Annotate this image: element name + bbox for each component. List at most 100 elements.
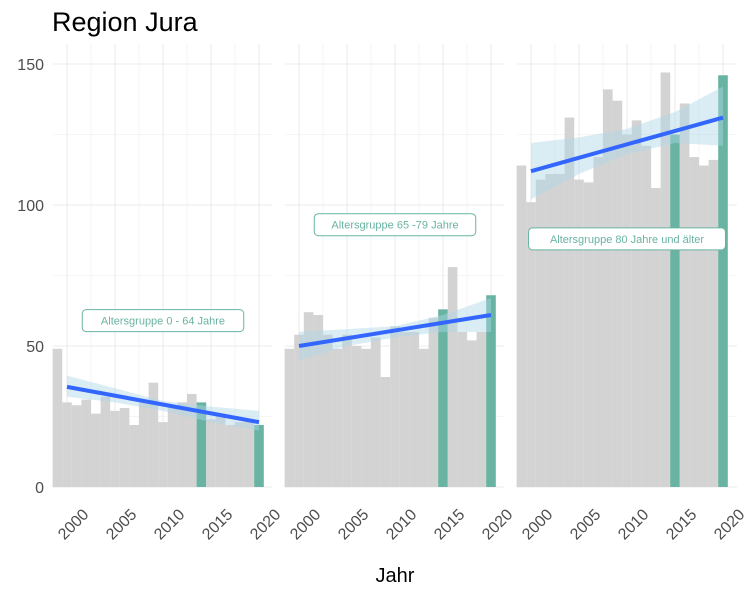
highlight-bar — [670, 134, 680, 487]
bar — [244, 419, 255, 487]
bar — [294, 334, 304, 487]
bar — [526, 202, 536, 487]
annotation-label: Altersgruppe 0 - 64 Jahre — [101, 316, 225, 328]
bar — [574, 179, 584, 487]
bar — [100, 396, 111, 487]
facet-panel: Altersgruppe 65 -79 Jahre 2000 2005 2010 201… — [284, 44, 516, 543]
bar — [419, 348, 429, 487]
chart-title: Region Jura — [52, 7, 199, 37]
bar — [225, 424, 235, 487]
bar — [603, 89, 613, 487]
annotation-box — [313, 213, 477, 237]
bar — [235, 422, 245, 487]
bar — [622, 134, 632, 487]
bar — [167, 405, 178, 487]
x-tick-label: 2010 — [615, 506, 652, 543]
y-tick-label: 50 — [26, 339, 44, 356]
highlight-bar — [438, 309, 448, 487]
bar — [583, 182, 594, 487]
bar — [447, 267, 458, 487]
bar — [148, 382, 159, 487]
bar — [516, 165, 527, 487]
y-tick-label: 0 — [35, 480, 44, 497]
bar — [215, 416, 226, 487]
bar — [689, 157, 699, 487]
bar — [641, 145, 651, 487]
bar — [139, 402, 149, 487]
annotation-label: Altersgruppe 65 -79 Jahre — [331, 220, 458, 232]
x-tick-label: 2015 — [431, 506, 468, 543]
trend-line — [298, 313, 492, 348]
x-tick-label: 2020 — [711, 506, 748, 543]
bar — [467, 340, 477, 487]
highlight-bar — [196, 402, 207, 487]
x-tick-label: 2015 — [663, 506, 700, 543]
bar — [428, 317, 439, 487]
bar — [651, 188, 661, 487]
bar — [303, 312, 314, 487]
annotation-box — [528, 227, 726, 251]
bar — [390, 326, 400, 487]
bar — [342, 334, 352, 487]
bar — [679, 103, 690, 487]
facet-panel: Altersgruppe 0 - 64 Jahre 2000 2005 2010 201… — [52, 44, 284, 543]
x-tick-label: 2010 — [383, 506, 420, 543]
bar — [187, 393, 197, 487]
bar — [129, 424, 139, 487]
facet-panel: Altersgruppe 80 Jahre und älter 2000 2005 2… — [516, 44, 748, 543]
bar — [119, 408, 130, 487]
bar — [158, 422, 168, 487]
y-tick-label: 150 — [17, 57, 44, 74]
bar — [708, 159, 719, 487]
bar — [110, 410, 120, 487]
x-tick-label: 2000 — [55, 506, 92, 543]
bar — [545, 173, 555, 488]
bar — [699, 165, 709, 487]
bar — [71, 405, 82, 487]
bar — [631, 120, 642, 488]
x-tick-label: 2005 — [567, 506, 604, 543]
bar — [206, 419, 216, 487]
x-tick-label: 2000 — [519, 506, 556, 543]
highlight-bar — [486, 295, 496, 487]
bar — [612, 100, 623, 487]
bar — [593, 157, 603, 487]
bar — [535, 179, 546, 487]
x-tick-label: 2020 — [479, 506, 516, 543]
bar — [313, 314, 323, 487]
bar — [91, 413, 101, 487]
bar — [177, 402, 187, 487]
bar — [380, 377, 391, 487]
bar — [476, 331, 487, 487]
bar — [62, 402, 72, 487]
x-tick-label: 2000 — [287, 506, 324, 543]
bar — [323, 334, 333, 487]
bar — [351, 346, 362, 487]
highlight-bar — [254, 424, 264, 487]
x-tick-label: 2020 — [247, 506, 284, 543]
annotation-label: Altersgruppe 80 Jahre und älter — [550, 234, 704, 246]
bar — [361, 348, 371, 487]
trend-line — [530, 115, 724, 174]
y-tick-label: 100 — [17, 198, 44, 215]
bar — [555, 173, 565, 488]
bar — [399, 331, 410, 487]
bar — [564, 117, 575, 487]
x-tick-label: 2005 — [103, 506, 140, 543]
highlight-bar — [718, 75, 728, 487]
x-tick-label: 2015 — [199, 506, 236, 543]
bar — [284, 348, 295, 487]
x-tick-label: 2010 — [151, 506, 188, 543]
bar — [457, 331, 467, 487]
annotation-box — [81, 309, 245, 333]
bar — [409, 331, 419, 487]
x-axis-label: Jahr — [376, 565, 415, 587]
bar — [660, 72, 671, 488]
chart-panels: Altersgruppe 0 - 64 Jahre 2000 2005 2010 201… — [52, 44, 748, 543]
bar — [332, 348, 343, 487]
bar — [371, 337, 381, 487]
trend-line — [66, 384, 260, 425]
x-tick-label: 2005 — [335, 506, 372, 543]
bar — [52, 348, 63, 487]
